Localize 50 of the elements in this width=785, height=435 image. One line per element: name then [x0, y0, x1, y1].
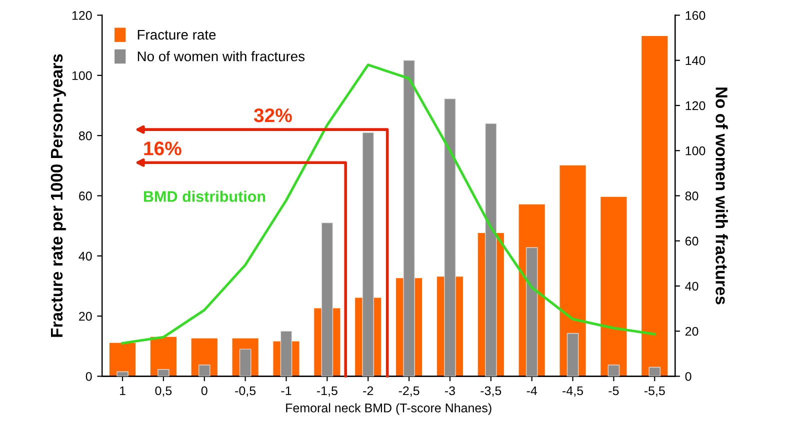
- y-axis-title: Fracture rate per 1000 Person-years: [50, 54, 66, 337]
- x-tick-label: -3,5: [480, 386, 502, 397]
- y2-tick-label: 160: [686, 11, 706, 20]
- y2-tick-label: 80: [685, 192, 698, 200]
- y-tick-label: 100: [72, 71, 92, 80]
- bar: [648, 366, 661, 376]
- bar: [198, 364, 210, 376]
- y2-tick-label: 0: [685, 372, 692, 381]
- x-tick-label: -5: [608, 386, 619, 396]
- legend-label: Fracture rate: [138, 30, 216, 40]
- line-series: [121, 64, 656, 344]
- x-tick-label: 0: [201, 386, 208, 396]
- y2-tick-label: 120: [686, 101, 706, 110]
- bar: [566, 333, 579, 376]
- bar: [526, 247, 538, 376]
- legend-label: No of women with fractures: [138, 51, 305, 62]
- x-tick-label: -2: [363, 386, 374, 396]
- x-axis-title: Femoral neck BMD (T-score Nhanes): [286, 403, 492, 415]
- y2-tick-label: 60: [685, 236, 698, 246]
- annotation: 16%: [144, 142, 182, 156]
- x-tick-label: -3: [444, 386, 455, 396]
- y2-tick-label: 140: [686, 56, 706, 66]
- x-tick-label: -0,5: [235, 386, 256, 397]
- y-tick-label: 80: [78, 131, 92, 140]
- bar: [608, 364, 620, 376]
- x-tick-label: -2,5: [398, 386, 420, 397]
- y2-tick-label: 40: [685, 282, 698, 291]
- x-tick-label: 1: [120, 386, 126, 396]
- bar: [642, 36, 668, 376]
- x-tick-label: -1: [281, 386, 292, 396]
- y-tick-label: 20: [79, 312, 92, 321]
- y2-tick-label: 20: [685, 326, 698, 336]
- series-label: BMD distribution: [144, 190, 266, 202]
- bar: [116, 371, 128, 376]
- y-tick-label: 0: [86, 372, 92, 381]
- bar: [109, 342, 136, 376]
- y-tick-label: 40: [78, 252, 92, 261]
- x-tick-label: 0,5: [155, 386, 172, 397]
- y2-axis-title: No of women with fractures: [716, 88, 728, 304]
- bar: [158, 369, 170, 376]
- y-tick-label: 120: [72, 11, 92, 20]
- bar: [239, 348, 252, 376]
- x-tick-label: -1,5: [316, 386, 338, 397]
- x-tick-label: -4,5: [562, 386, 584, 397]
- x-tick-label: -4: [526, 386, 538, 396]
- annotation: 32%: [254, 108, 292, 122]
- y2-tick-label: 100: [686, 146, 706, 156]
- y-tick-label: 60: [79, 192, 92, 200]
- bar: [600, 196, 627, 376]
- x-tick-label: -5,5: [644, 386, 665, 397]
